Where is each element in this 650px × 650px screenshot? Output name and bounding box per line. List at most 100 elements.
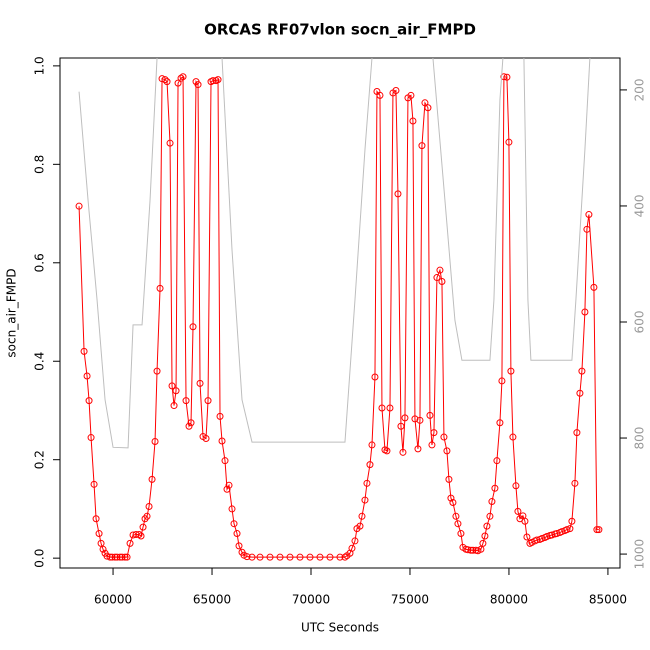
x-tick-label: 65000 [193, 593, 231, 607]
data-point [358, 512, 366, 520]
data-point [106, 553, 114, 561]
data-point [399, 448, 407, 456]
data-point [383, 447, 391, 455]
y2-tick-label: 1000 [633, 539, 647, 570]
y-axis-label: socn_air_FMPD [5, 268, 19, 357]
data-point [132, 531, 140, 539]
data-point [348, 544, 356, 552]
data-point [548, 531, 556, 539]
data-point [477, 545, 485, 553]
data-point [496, 419, 504, 427]
data-point [113, 553, 121, 561]
x-tick-label: 80000 [490, 593, 528, 607]
data-point [233, 530, 241, 538]
data-point [75, 202, 83, 210]
data-point [411, 415, 419, 423]
data-point [90, 480, 98, 488]
y2-tick-label: 400 [633, 194, 647, 217]
data-point [576, 389, 584, 397]
y-tick-label: 1.0 [33, 56, 47, 75]
y-tick-label: 0.2 [33, 450, 47, 469]
data-point [392, 86, 400, 94]
data-point [452, 512, 460, 520]
data-point [583, 225, 591, 233]
data-point [512, 482, 520, 490]
data-point [296, 553, 304, 561]
data-point [454, 520, 462, 528]
data-point [581, 308, 589, 316]
data-point [139, 523, 147, 531]
data-point [443, 447, 451, 455]
data-point [483, 522, 491, 530]
data-point [194, 81, 202, 89]
data-point [172, 387, 180, 395]
data-point [593, 526, 601, 534]
data-point [356, 522, 364, 530]
data-point [447, 494, 455, 502]
data-point [189, 323, 197, 331]
data-point [123, 553, 131, 561]
data-point [80, 347, 88, 355]
data-point [464, 546, 472, 554]
data-point [503, 73, 511, 81]
chart-title: ORCAS RF07vlon socn_air_FMPD [204, 21, 476, 39]
data-point [221, 457, 229, 465]
data-point [143, 512, 151, 520]
data-point [481, 532, 489, 540]
data-point [185, 422, 193, 430]
data-point [571, 479, 579, 487]
data-point [595, 526, 603, 534]
data-point [145, 502, 153, 510]
data-point [421, 99, 429, 107]
data-point [108, 553, 116, 561]
data-point [248, 553, 256, 561]
data-point [573, 429, 581, 437]
data-point [407, 91, 415, 99]
data-point [493, 457, 501, 465]
data-point [585, 211, 593, 219]
data-point [469, 546, 477, 554]
data-point [85, 397, 93, 405]
data-point [174, 79, 182, 87]
data-point [83, 372, 91, 380]
data-point [507, 367, 515, 375]
y-tick-label: 0.6 [33, 253, 47, 272]
data-point [135, 531, 143, 539]
y-tick-label: 0.8 [33, 155, 47, 174]
data-point [87, 434, 95, 442]
data-point [103, 552, 111, 560]
data-point [204, 397, 212, 405]
data-point [424, 104, 432, 112]
data-point [486, 512, 494, 520]
data-point [433, 274, 441, 282]
data-point [418, 142, 426, 150]
data-point [498, 377, 506, 385]
data-point [228, 505, 236, 513]
x-tick-label: 85000 [589, 593, 627, 607]
y-tick-label: 0.0 [33, 549, 47, 568]
data-point [505, 138, 513, 146]
data-point [177, 74, 185, 82]
data-point [161, 76, 169, 84]
data-point [440, 433, 448, 441]
data-point [97, 539, 105, 547]
data-point [368, 441, 376, 449]
data-point [266, 553, 274, 561]
x-tick-label: 70000 [292, 593, 330, 607]
data-point [521, 517, 529, 525]
data-point [401, 414, 409, 422]
plot-frame [59, 57, 621, 569]
data-point [214, 76, 222, 84]
data-point [578, 367, 586, 375]
data-point [436, 266, 444, 274]
y2-tick-label: 600 [633, 311, 647, 334]
data-point [148, 475, 156, 483]
data-point [488, 498, 496, 506]
data-point [196, 379, 204, 387]
data-point [363, 479, 371, 487]
data-point [202, 435, 210, 443]
x-axis-label: UTC Seconds [301, 621, 379, 635]
y2-tick-label: 200 [633, 78, 647, 101]
data-point [126, 539, 134, 547]
